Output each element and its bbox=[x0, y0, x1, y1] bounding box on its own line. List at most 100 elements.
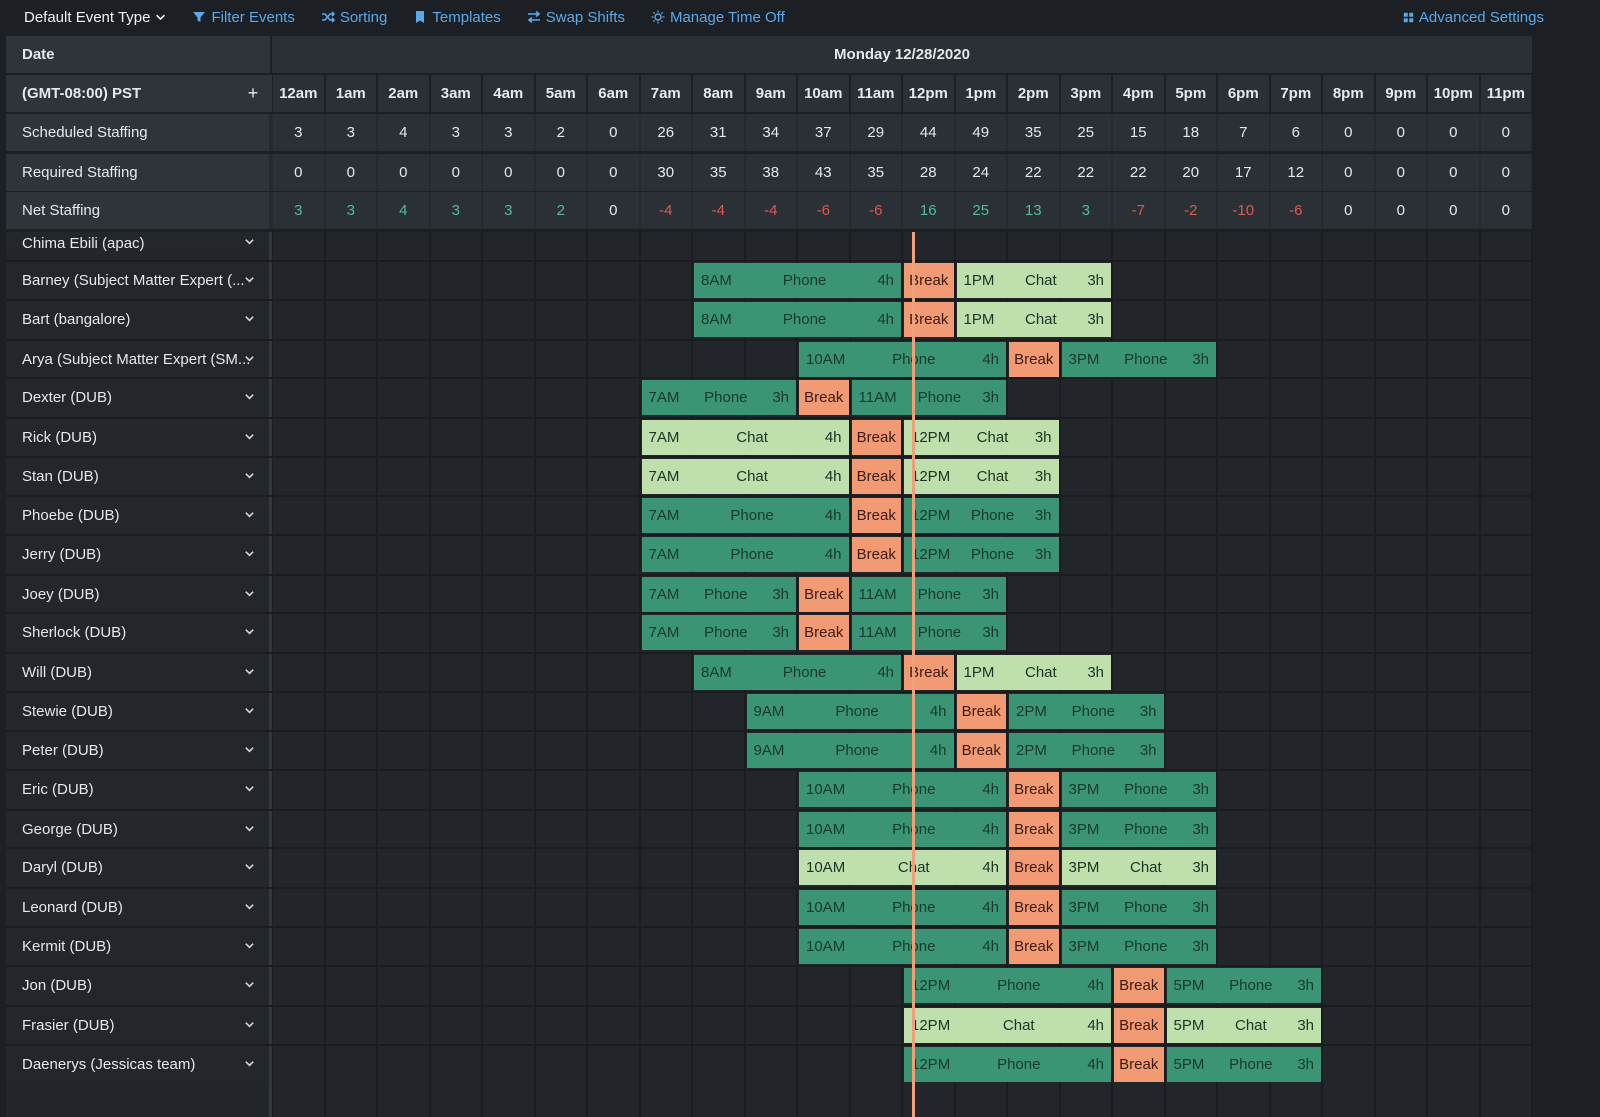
shift-block[interactable]: 12PM Phone 4h bbox=[904, 1047, 1111, 1082]
shift-block[interactable]: 5PM Phone 3h bbox=[1166, 1047, 1321, 1082]
agent-row-label[interactable]: Dexter (DUB) bbox=[6, 379, 269, 416]
break-block[interactable]: Break bbox=[851, 537, 901, 572]
shift-block[interactable]: 11AM Phone 3h bbox=[851, 380, 1006, 415]
default-event-type-dropdown[interactable]: Default Event Type bbox=[24, 9, 166, 26]
chevron-down-icon[interactable] bbox=[244, 548, 255, 562]
chevron-down-icon[interactable] bbox=[244, 509, 255, 523]
shift-block[interactable]: 3PM Phone 3h bbox=[1061, 890, 1216, 925]
break-block[interactable]: Break bbox=[851, 459, 901, 494]
shift-block[interactable]: 7AM Phone 3h bbox=[641, 380, 796, 415]
break-block[interactable]: Break bbox=[1009, 929, 1059, 964]
break-block[interactable]: Break bbox=[799, 380, 849, 415]
chevron-down-icon[interactable] bbox=[244, 626, 255, 640]
shift-block[interactable]: 12PM Phone 4h bbox=[904, 968, 1111, 1003]
agent-row-label[interactable]: Rick (DUB) bbox=[6, 419, 269, 456]
break-block[interactable]: Break bbox=[1009, 812, 1059, 847]
shift-block[interactable]: 11AM Phone 3h bbox=[851, 577, 1006, 612]
chevron-down-icon[interactable] bbox=[244, 313, 255, 327]
shift-block[interactable]: 7AM Phone 3h bbox=[641, 615, 796, 650]
agent-row-label[interactable]: Stan (DUB) bbox=[6, 458, 269, 495]
agent-row-label[interactable]: Kermit (DUB) bbox=[6, 928, 269, 965]
shift-block[interactable]: 10AMPhone4h bbox=[799, 772, 1006, 807]
shift-block[interactable]: 3PM Chat 3h bbox=[1061, 850, 1216, 885]
break-block[interactable]: Break bbox=[1009, 850, 1059, 885]
break-block[interactable]: Break bbox=[1114, 968, 1164, 1003]
chevron-down-icon[interactable] bbox=[244, 236, 255, 250]
shift-block[interactable]: 12PM Phone 3h bbox=[904, 537, 1059, 572]
agent-row-label[interactable]: Leonard (DUB) bbox=[6, 889, 269, 926]
add-timezone-button[interactable]: + bbox=[247, 83, 259, 103]
break-block[interactable]: Break bbox=[1114, 1047, 1164, 1082]
agent-row-label[interactable]: Arya (Subject Matter Expert (SM... bbox=[6, 341, 269, 378]
break-block[interactable]: Break bbox=[956, 733, 1006, 768]
break-block[interactable]: Break bbox=[1009, 342, 1059, 377]
agent-row-label[interactable]: Will (DUB) bbox=[6, 654, 269, 691]
shift-block[interactable]: 3PM Phone 3h bbox=[1061, 929, 1216, 964]
shift-block[interactable]: 7AM Phone 4h bbox=[641, 537, 849, 572]
agent-row-label[interactable]: Daryl (DUB) bbox=[6, 849, 269, 886]
break-block[interactable]: Break bbox=[799, 577, 849, 612]
break-block[interactable]: Break bbox=[799, 615, 849, 650]
shift-block[interactable]: 7AM Phone 4h bbox=[641, 498, 849, 533]
shift-block[interactable]: 9AM Phone 4h bbox=[746, 694, 954, 729]
chevron-down-icon[interactable] bbox=[244, 391, 255, 405]
advanced-settings-button[interactable]: Advanced Settings bbox=[1403, 9, 1544, 26]
agent-row-label[interactable]: Jon (DUB) bbox=[6, 967, 269, 1004]
agent-row-label[interactable]: Jerry (DUB) bbox=[6, 536, 269, 573]
chevron-down-icon[interactable] bbox=[244, 979, 255, 993]
shift-block[interactable]: 12PM Chat 3h bbox=[904, 459, 1059, 494]
agent-row-label[interactable]: Phoebe (DUB) bbox=[6, 497, 269, 534]
break-block[interactable]: Break bbox=[956, 694, 1006, 729]
shift-block[interactable]: 10AMPhone4h bbox=[799, 342, 1006, 377]
break-block[interactable]: Break bbox=[1009, 890, 1059, 925]
shift-block[interactable]: 10AMPhone4h bbox=[799, 890, 1006, 925]
shift-block[interactable]: 7AM Phone 3h bbox=[641, 577, 796, 612]
shift-block[interactable]: 3PM Phone 3h bbox=[1061, 812, 1216, 847]
shift-block[interactable]: 1PM Chat 3h bbox=[956, 302, 1111, 337]
agent-row-label[interactable]: Frasier (DUB) bbox=[6, 1007, 269, 1044]
chevron-down-icon[interactable] bbox=[244, 431, 255, 445]
agent-row-label[interactable]: Joey (DUB) bbox=[6, 576, 269, 613]
chevron-down-icon[interactable] bbox=[244, 470, 255, 484]
chevron-down-icon[interactable] bbox=[244, 744, 255, 758]
chevron-down-icon[interactable] bbox=[244, 705, 255, 719]
chevron-down-icon[interactable] bbox=[244, 901, 255, 915]
shift-block[interactable]: 10AMChat4h bbox=[799, 850, 1006, 885]
shift-block[interactable]: 10AMPhone4h bbox=[799, 812, 1006, 847]
shift-block[interactable]: 12PM Chat 3h bbox=[904, 420, 1059, 455]
agent-row-label[interactable]: Chima Ebili (apac) bbox=[6, 232, 269, 254]
shift-block[interactable]: 5PM Phone 3h bbox=[1166, 968, 1321, 1003]
shift-block[interactable]: 10AMPhone4h bbox=[799, 929, 1006, 964]
chevron-down-icon[interactable] bbox=[244, 1019, 255, 1033]
shift-block[interactable]: 8AM Phone 4h bbox=[694, 655, 901, 690]
templates-button[interactable]: Templates bbox=[413, 9, 501, 26]
shift-block[interactable]: 1PM Chat 3h bbox=[956, 263, 1111, 298]
shift-block[interactable]: 12PM Phone 3h bbox=[904, 498, 1059, 533]
agent-row-label[interactable]: Peter (DUB) bbox=[6, 732, 269, 769]
shift-block[interactable]: 11AM Phone 3h bbox=[851, 615, 1006, 650]
agent-row-label[interactable]: Daenerys (Jessicas team) bbox=[6, 1046, 269, 1083]
break-block[interactable]: Break bbox=[1009, 772, 1059, 807]
shift-block[interactable]: 3PM Phone 3h bbox=[1061, 342, 1216, 377]
chevron-down-icon[interactable] bbox=[244, 1058, 255, 1072]
agent-row-label[interactable]: Sherlock (DUB) bbox=[6, 614, 269, 651]
chevron-down-icon[interactable] bbox=[244, 588, 255, 602]
agent-row-label[interactable]: Barney (Subject Matter Expert (... bbox=[6, 262, 269, 299]
chevron-down-icon[interactable] bbox=[244, 823, 255, 837]
agent-row-label[interactable]: George (DUB) bbox=[6, 811, 269, 848]
shift-block[interactable]: 7AM Chat 4h bbox=[641, 459, 849, 494]
agent-row-label[interactable]: Bart (bangalore) bbox=[6, 301, 269, 338]
shift-block[interactable]: 12PM Chat 4h bbox=[904, 1008, 1111, 1043]
chevron-down-icon[interactable] bbox=[244, 783, 255, 797]
break-block[interactable]: Break bbox=[851, 420, 901, 455]
agent-row-label[interactable]: Eric (DUB) bbox=[6, 771, 269, 808]
shift-block[interactable]: 9AM Phone 4h bbox=[746, 733, 954, 768]
shift-block[interactable]: 8AM Phone 4h bbox=[694, 263, 901, 298]
shift-block[interactable]: 1PM Chat 3h bbox=[956, 655, 1111, 690]
shift-block[interactable]: 5PM Chat 3h bbox=[1166, 1008, 1321, 1043]
chevron-down-icon[interactable] bbox=[244, 666, 255, 680]
shift-block[interactable]: 3PM Phone 3h bbox=[1061, 772, 1216, 807]
shift-block[interactable]: 7AM Chat 4h bbox=[641, 420, 849, 455]
chevron-down-icon[interactable] bbox=[244, 274, 255, 288]
swap-shifts-button[interactable]: Swap Shifts bbox=[527, 9, 625, 26]
